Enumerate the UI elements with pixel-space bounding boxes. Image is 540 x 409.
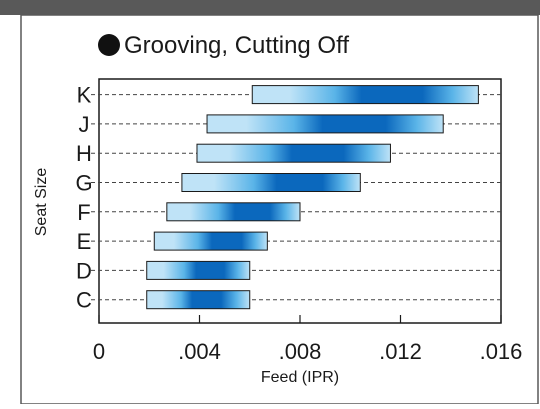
- range-bar-h: [196, 143, 391, 163]
- chart-title: Grooving, Cutting Off: [124, 32, 349, 59]
- category-label-c: C: [76, 288, 92, 313]
- y-axis-title: Seat Size: [33, 168, 50, 237]
- range-bar-c: [146, 290, 251, 310]
- x-tick-label-3: .012: [379, 339, 422, 364]
- title-bullet-icon: [98, 34, 120, 56]
- x-tick-marks: [98, 315, 502, 323]
- x-axis-title: Feed (IPR): [261, 369, 339, 386]
- range-bar-d: [146, 260, 251, 280]
- category-label-k: K: [77, 83, 92, 108]
- category-label-e: E: [77, 229, 92, 254]
- category-label-f: F: [77, 200, 90, 225]
- header-bar: [0, 0, 540, 15]
- category-label-h: H: [76, 141, 92, 166]
- x-tick-labels: 0 .004 .008 .012 .016: [93, 339, 523, 364]
- range-bar-f: [166, 202, 301, 222]
- category-label-j: J: [79, 112, 90, 137]
- x-tick-label-2: .008: [279, 339, 322, 364]
- range-bar-k: [251, 85, 479, 105]
- range-bar-j: [206, 114, 444, 134]
- x-tick-label-0: 0: [93, 339, 105, 364]
- range-bars: [146, 85, 479, 310]
- category-label-g: G: [75, 171, 92, 196]
- x-tick-label-4: .016: [480, 339, 523, 364]
- category-label-d: D: [76, 258, 92, 283]
- range-bar-g: [181, 173, 361, 192]
- x-tick-label-1: .004: [178, 339, 221, 364]
- range-bar-e: [153, 231, 268, 251]
